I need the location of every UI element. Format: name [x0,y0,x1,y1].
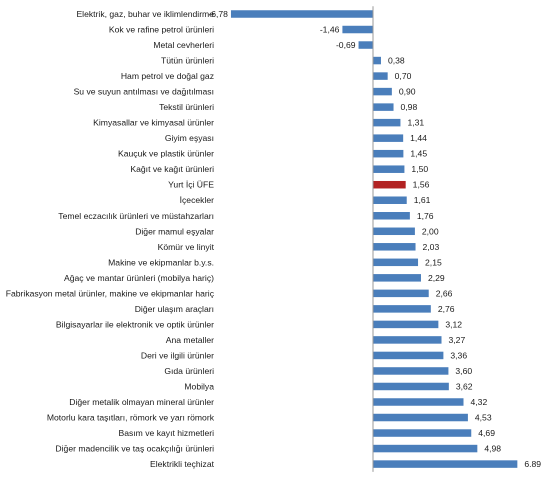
bar-25 [373,398,464,406]
category-label-10: Kağıt ve kağıt ürünleri [130,164,214,174]
bar-14 [373,227,415,236]
value-label-27: 4,69 [478,428,495,438]
category-label-8: Giyim eşyası [165,133,214,143]
category-label-13: Temel eczacılık ürünleri ve müstahzarlar… [58,211,214,221]
bar-13 [373,212,410,220]
value-label-25: 4,32 [471,397,488,407]
category-label-23: Gıda ürünleri [164,366,214,376]
value-label-6: 0,98 [401,102,418,112]
category-label-17: Ağaç ve mantar ürünleri (mobilya hariç) [64,273,214,283]
bar-24 [373,382,449,391]
bar-9 [373,149,404,158]
value-label-11: 1,56 [413,180,430,190]
category-label-19: Diğer ulaşım araçları [135,304,214,314]
value-labels-group: -6,78 -1,46 -0,69 0,38 0,70 0,90 0,98 1,31 1,44 1… [208,9,541,469]
bar-5 [373,87,392,96]
bar-4 [373,72,388,80]
value-label-2: -0,69 [336,40,356,50]
bar-0 [230,10,373,18]
bars-group [230,10,518,468]
bar-21 [373,336,442,344]
value-label-4: 0,70 [395,71,412,81]
category-label-18: Fabrikasyon metal ürünler, makine ve eki… [6,288,215,298]
category-label-0: Elektrik, gaz, buhar ve iklimlendirme [76,9,214,19]
value-label-1: -1,46 [320,25,340,35]
bar-12 [373,196,407,204]
bar-17 [373,274,421,282]
bar-11 [373,180,406,189]
bar-28 [373,444,478,453]
category-label-3: Tütün ürünleri [161,56,214,66]
value-label-14: 2,00 [422,226,439,236]
value-label-28: 4,98 [484,444,501,454]
bar-2 [358,41,373,49]
value-label-7: 1,31 [407,118,424,128]
category-label-9: Kauçuk ve plastik ürünler [118,149,214,159]
category-label-5: Su ve suyun antılması ve dağıtılması [74,87,214,97]
bar-6 [373,103,394,111]
category-label-28: Diğer madencilik ve taş ocakçılığı ürünl… [55,444,214,454]
category-label-25: Diğer metalik olmayan mineral ürünler [69,397,214,407]
bar-26 [373,413,468,422]
value-label-19: 2,76 [438,304,455,314]
category-label-6: Tekstil ürünleri [159,102,214,112]
value-label-3: 0,38 [388,56,405,66]
value-label-22: 3,36 [450,350,467,360]
category-label-27: Basım ve kayıt hizmetleri [118,428,214,438]
value-label-17: 2,29 [428,273,445,283]
bar-20 [373,320,439,329]
value-label-26: 4,53 [475,413,492,423]
value-label-9: 1,45 [410,149,427,159]
bar-7 [373,118,401,127]
value-label-10: 1,50 [411,164,428,174]
value-label-15: 2,03 [423,242,440,252]
category-label-2: Metal cevherleri [153,40,214,50]
value-label-13: 1,76 [417,211,434,221]
category-label-21: Ana metaller [166,335,214,345]
category-labels-group: Elektrik, gaz, buhar ve iklimlendirme Kok… [6,9,215,469]
bar-10 [373,165,405,173]
bar-15 [373,243,416,251]
bar-3 [373,56,381,65]
category-label-22: Deri ve ilgili ürünler [141,350,214,360]
value-label-8: 1,44 [410,133,427,143]
bar-29 [373,460,518,468]
bar-19 [373,305,431,313]
bar-1 [342,25,373,34]
value-label-20: 3,12 [445,319,462,329]
value-label-5: 0,90 [399,87,416,97]
bar-16 [373,258,419,267]
category-label-16: Makine ve ekipmanlar b.y.s. [108,257,214,267]
value-label-21: 3,27 [449,335,466,345]
category-label-4: Ham petrol ve doğal gaz [121,71,214,81]
category-label-12: İçecekler [180,195,215,205]
category-label-24: Mobilya [184,381,214,391]
category-label-26: Motorlu kara taşıtları, römork ve yarı r… [47,413,215,423]
value-label-0: -6,78 [208,9,228,19]
value-label-24: 3,62 [456,381,473,391]
value-label-16: 2,15 [425,257,442,267]
category-label-1: Kok ve rafine petrol ürünleri [109,25,214,35]
bar-8 [373,134,404,142]
bar-22 [373,351,444,360]
category-label-14: Diğer mamul eşyalar [135,226,214,236]
bar-27 [373,429,472,437]
value-label-12: 1,61 [414,195,431,205]
category-label-11: Yurt İçi ÜFE [168,180,214,190]
bar-23 [373,367,449,375]
category-label-7: Kimyasallar ve kimyasal ürünler [93,118,214,128]
value-label-23: 3,60 [455,366,472,376]
value-label-29: 6.89 [524,459,541,469]
value-label-18: 2,66 [436,288,453,298]
category-label-20: Bilgisayarlar ile elektronik ve optik ür… [56,319,214,329]
bar-18 [373,289,429,298]
category-label-15: Kömür ve linyit [158,242,215,252]
category-label-29: Elektrikli teçhizat [150,459,215,469]
